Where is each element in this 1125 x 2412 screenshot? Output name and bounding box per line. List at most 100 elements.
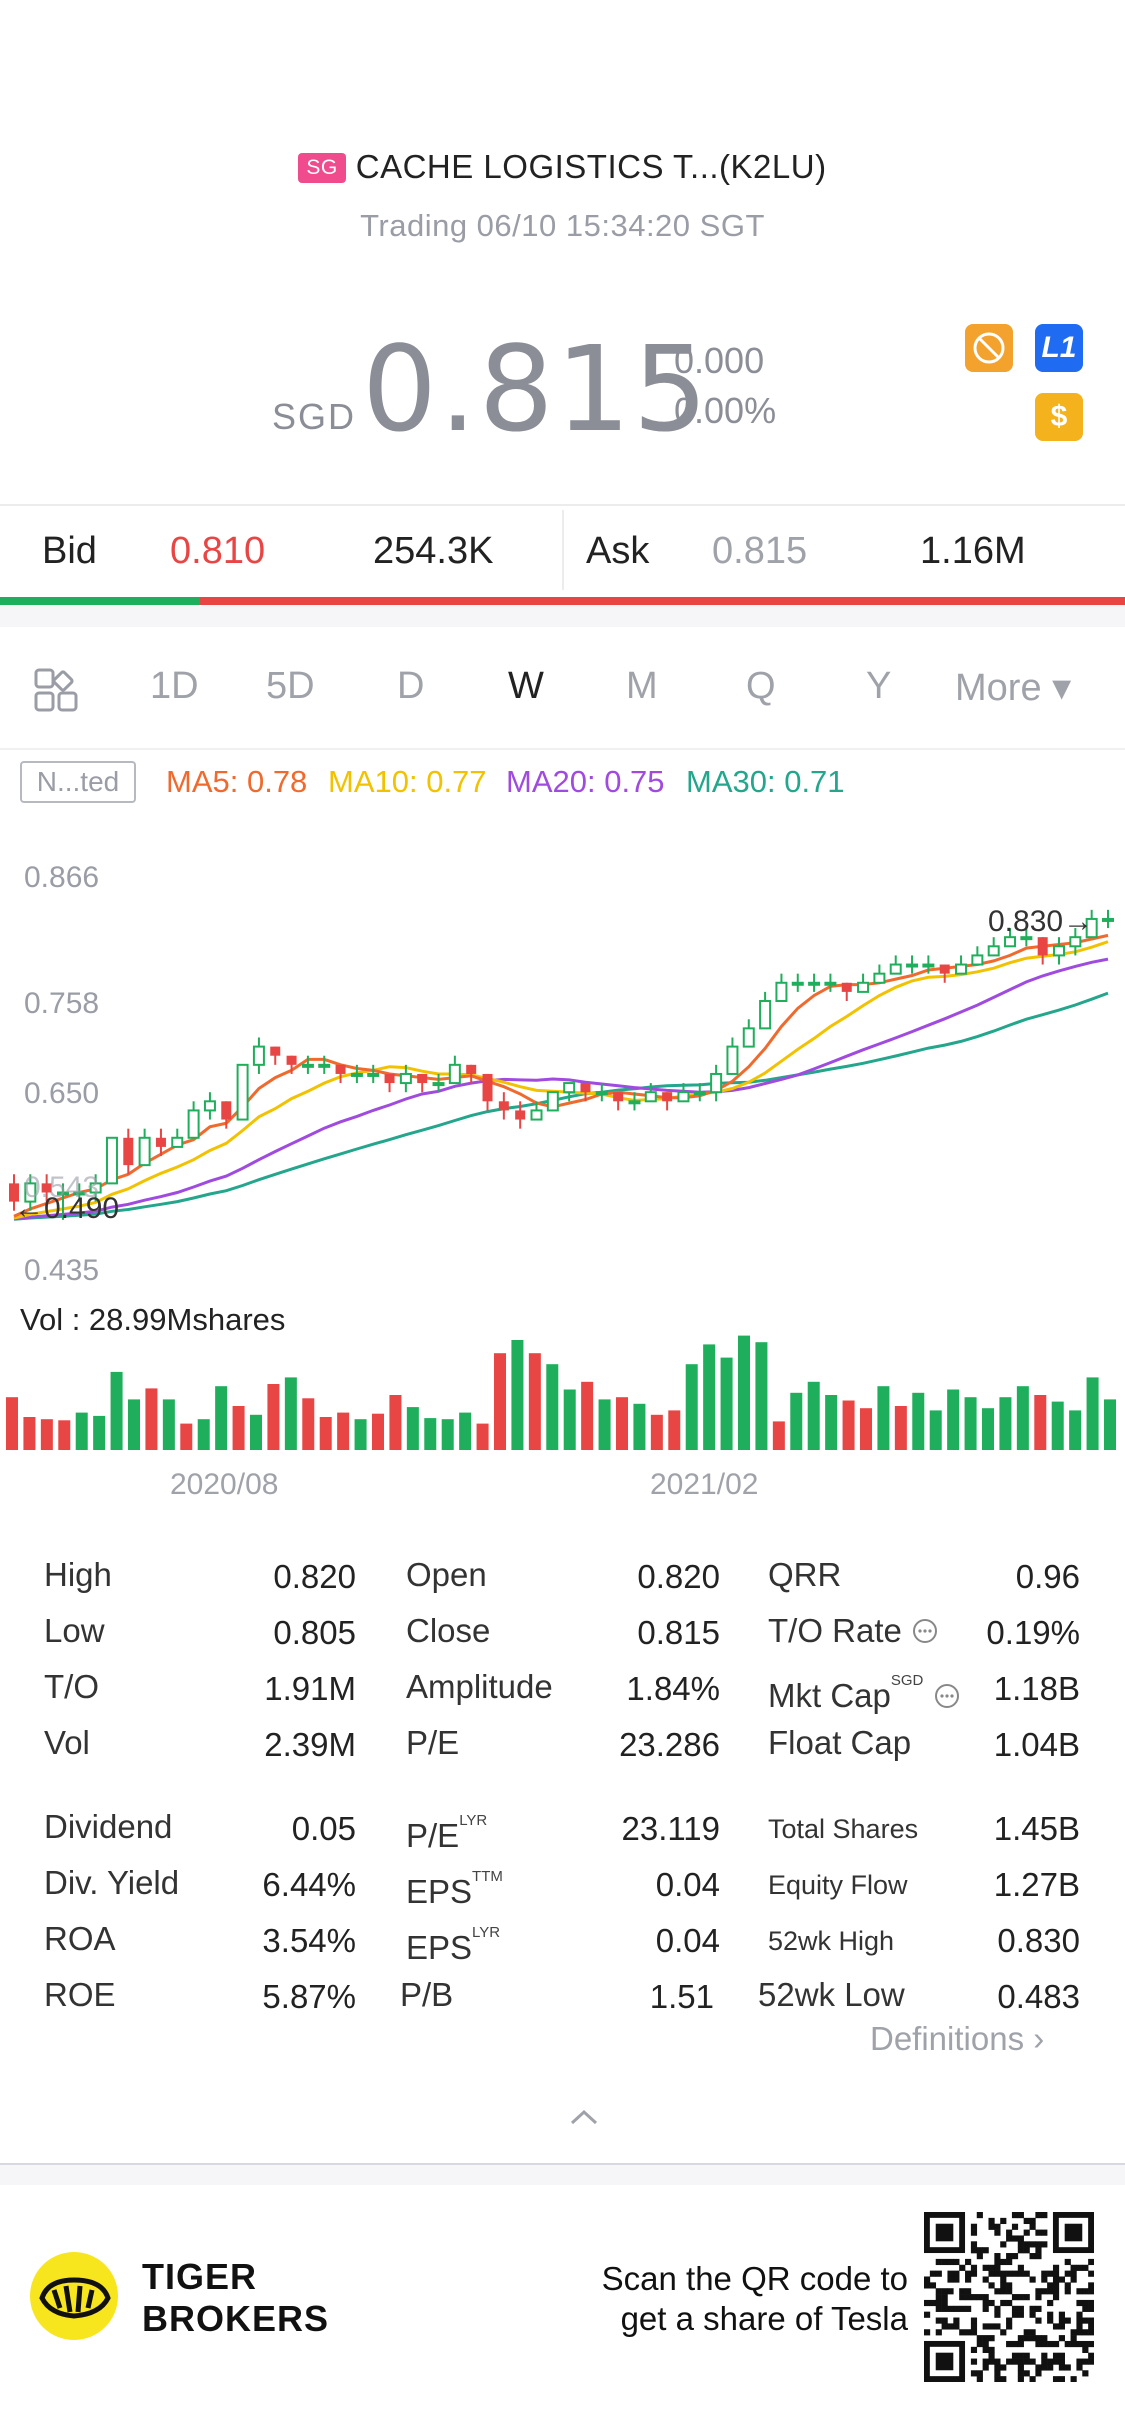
qr-module [1070, 2376, 1077, 2382]
qr-module [970, 2358, 978, 2365]
qr-module [1017, 2376, 1024, 2382]
trading-hours-icon[interactable] [965, 324, 1013, 372]
tiger-logo-icon [30, 2252, 118, 2340]
qr-module [982, 2340, 989, 2348]
qr-module [1058, 2352, 1065, 2359]
tab-more[interactable]: More ▾ [955, 667, 1072, 709]
volume-bar [494, 1353, 506, 1450]
qr-module [1006, 2358, 1013, 2365]
stat-label: High [44, 1556, 112, 1593]
qr-module [1000, 2299, 1007, 2307]
dollar-icon[interactable]: $ [1035, 393, 1083, 441]
qr-module [1082, 2305, 1089, 2312]
indicator-selector[interactable]: N...ted [20, 761, 136, 803]
qr-module [1076, 2358, 1083, 2365]
volume-bar [93, 1415, 106, 1450]
qr-module [1006, 2317, 1013, 2324]
qr-module [994, 2229, 1001, 2236]
tab-quarterly[interactable]: Q [746, 665, 776, 707]
volume-bar [197, 1419, 210, 1450]
stat-label: ROA [44, 1920, 116, 1957]
candle [1004, 936, 1017, 948]
stat-label: Mkt CapSGD [768, 1672, 961, 1715]
qr-module [1011, 2253, 1019, 2260]
qr-module [1017, 2241, 1024, 2248]
candle [171, 1136, 184, 1148]
y-tick: 0.650 [24, 1077, 99, 1110]
qr-module [1041, 2352, 1048, 2359]
tab-5d[interactable]: 5D [266, 665, 315, 707]
stat-value: 0.830 [997, 1922, 1080, 1959]
qr-module [953, 2317, 960, 2324]
chart-layout-icon[interactable] [34, 668, 78, 712]
candle [546, 1091, 559, 1112]
candle [662, 1092, 673, 1102]
qr-module [982, 2358, 989, 2365]
qr-module [1082, 2288, 1089, 2295]
x-axis-label: 2020/08 [170, 1468, 279, 1501]
qr-module [1029, 2311, 1036, 2318]
qr-module [1088, 2299, 1094, 2307]
candle [742, 1027, 755, 1048]
qr-module [1017, 2358, 1024, 2365]
qr-module [994, 2376, 1001, 2382]
tab-yearly[interactable]: Y [866, 665, 892, 707]
volume-bars [6, 1335, 1116, 1450]
section-gap [0, 2165, 1125, 2185]
qr-module [976, 2335, 983, 2342]
tab-weekly[interactable]: W [508, 665, 544, 707]
tab-1d[interactable]: 1D [150, 665, 199, 707]
qr-module [1076, 2264, 1083, 2271]
stat-value: 0.04 [655, 1922, 720, 1959]
qr-module [988, 2264, 995, 2271]
candle [775, 981, 788, 1003]
stat-label: EPSLYR [406, 1924, 500, 1967]
tab-monthly[interactable]: M [626, 665, 658, 707]
x-axis-label: 2021/02 [650, 1468, 759, 1501]
qr-module [1023, 2229, 1030, 2236]
candle [498, 1101, 509, 1111]
price-chart[interactable]: 0.866 0.758 0.650 0.543 0.435 0.830→ ←0.… [0, 830, 1125, 1510]
qr-module [1041, 2340, 1048, 2348]
qr-module [1023, 2270, 1030, 2277]
stat-label: 52wk High [768, 1926, 895, 1956]
volume-bar [825, 1395, 838, 1450]
qr-module [965, 2270, 972, 2277]
chevron-up-icon[interactable] [569, 2107, 599, 2127]
stat-superscript: LYR [459, 1812, 488, 1829]
qr-module [1023, 2358, 1030, 2365]
qr-module [924, 2282, 931, 2289]
stat-label: Low [44, 1612, 105, 1649]
stat-value: 2.39M [264, 1726, 356, 1763]
qr-module [1064, 2340, 1071, 2348]
qr-module [1041, 2335, 1048, 2342]
candle [644, 1091, 657, 1103]
volume-bar [250, 1414, 262, 1450]
tab-daily[interactable]: D [397, 665, 425, 707]
qr-module [1052, 2294, 1060, 2301]
definitions-link[interactable]: Definitions › [870, 2020, 1045, 2057]
candle [515, 1110, 526, 1120]
qr-module [1052, 2276, 1060, 2283]
stat-value: 0.820 [273, 1558, 356, 1595]
qr-module [1017, 2340, 1024, 2348]
candle [318, 1063, 331, 1068]
qr-module [994, 2264, 1001, 2271]
volume-bar [842, 1400, 855, 1450]
volume-bar [947, 1389, 960, 1450]
qr-module [982, 2323, 989, 2330]
ask-price: 0.815 [712, 530, 808, 572]
qr-module [1088, 2323, 1094, 2330]
info-icon[interactable] [911, 1617, 939, 1645]
level1-badge[interactable]: L1 [1035, 324, 1083, 372]
volume-bar [1034, 1395, 1047, 1450]
qr-module [1082, 2264, 1089, 2271]
qr-module [1006, 2270, 1013, 2277]
ma-line [13, 957, 1109, 1221]
info-icon[interactable] [933, 1682, 961, 1710]
candle [580, 1083, 591, 1093]
volume-bar [982, 1408, 994, 1450]
qr-module [1029, 2305, 1036, 2312]
qr-module [1000, 2288, 1007, 2295]
volume-bar [894, 1406, 907, 1450]
